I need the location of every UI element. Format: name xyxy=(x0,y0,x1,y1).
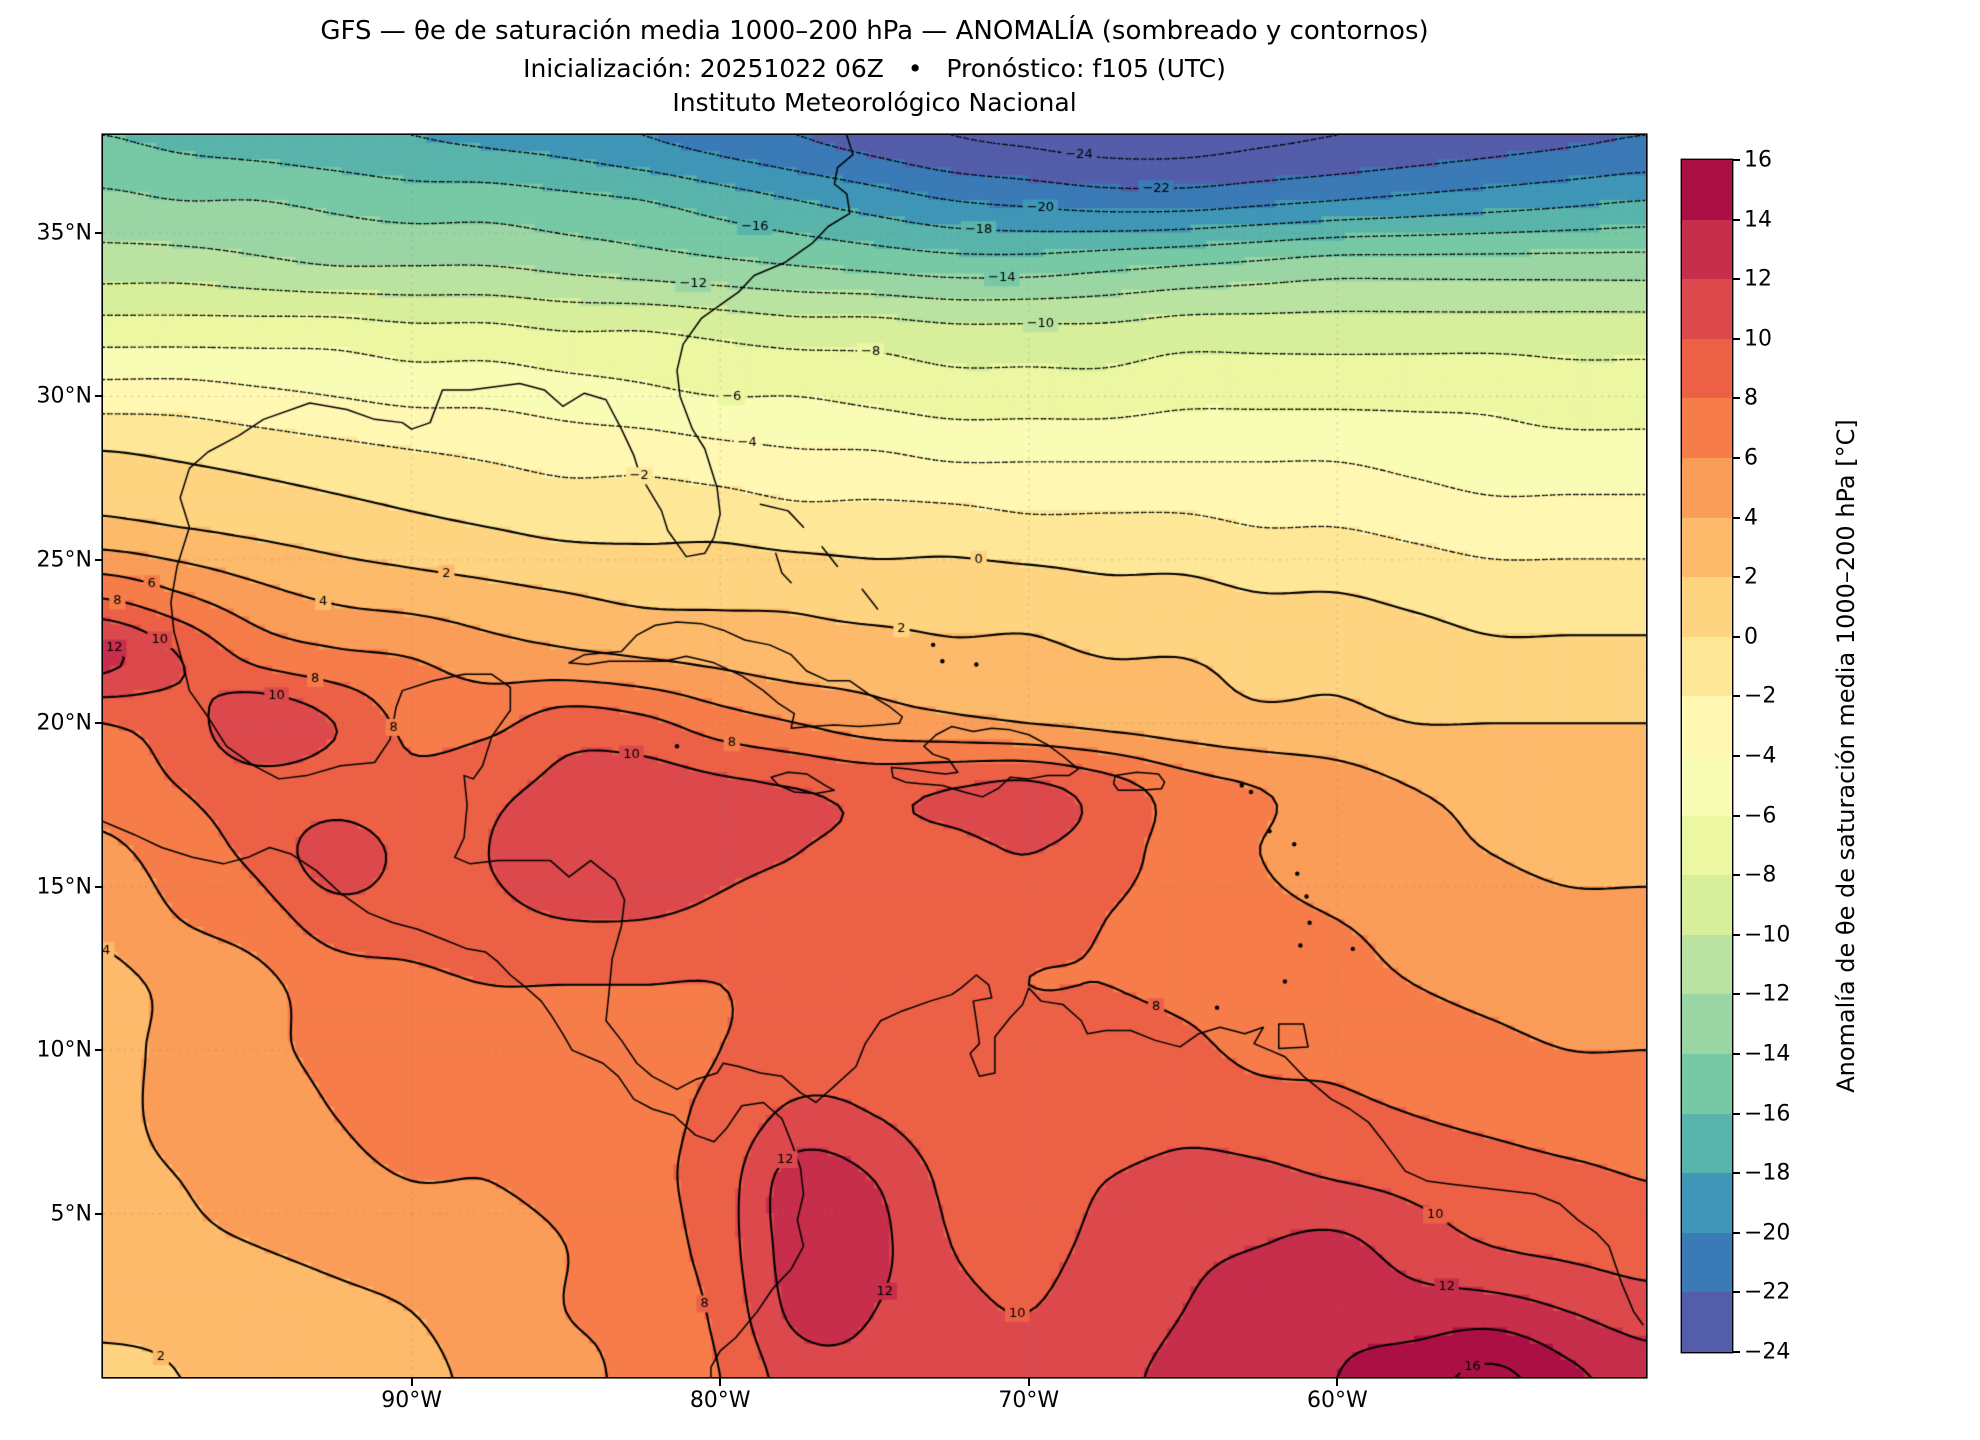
y-axis-tick-mark xyxy=(95,232,103,235)
colorbar-tick-label: −18 xyxy=(1744,1160,1791,1186)
y-axis-tick-label: 10°N xyxy=(36,1037,92,1063)
colorbar-bin xyxy=(1682,1232,1732,1293)
x-axis-tick-label: 90°W xyxy=(381,1388,442,1413)
colorbar-tick-mark xyxy=(1733,695,1740,698)
colorbar-tick-mark xyxy=(1733,874,1740,877)
y-axis-tick-label: 25°N xyxy=(36,547,92,573)
y-axis-tick-mark xyxy=(95,558,103,561)
colorbar-tick-mark xyxy=(1733,397,1740,400)
colorbar-tick-mark xyxy=(1733,1231,1740,1234)
colorbar-bin xyxy=(1682,160,1732,220)
colorbar-bin xyxy=(1682,994,1732,1054)
map-plot-area xyxy=(103,135,1646,1377)
y-axis-tick-label: 30°N xyxy=(36,383,92,409)
y-axis-tick-label: 15°N xyxy=(36,874,92,900)
colorbar-tick-mark xyxy=(1733,516,1740,519)
colorbar-tick-label: −24 xyxy=(1744,1339,1791,1365)
y-axis-tick-mark xyxy=(95,722,103,725)
x-axis-tick-mark xyxy=(1336,1378,1339,1386)
colorbar-bin xyxy=(1682,755,1732,816)
colorbar-label: Anomalía de θe de saturación media 1000–… xyxy=(1832,419,1860,1093)
colorbar-tick-label: 8 xyxy=(1744,385,1758,411)
colorbar-tick-mark xyxy=(1733,159,1740,161)
colorbar-bin xyxy=(1682,1113,1732,1174)
colorbar-bin xyxy=(1682,338,1732,399)
colorbar-bin xyxy=(1682,696,1732,756)
colorbar-bin xyxy=(1682,1053,1732,1114)
colorbar-tick-label: 2 xyxy=(1744,564,1758,590)
x-axis-tick-label: 80°W xyxy=(689,1388,751,1413)
colorbar-tick-mark xyxy=(1733,993,1740,996)
colorbar-tick-label: −8 xyxy=(1744,862,1777,888)
colorbar-tick-label: 16 xyxy=(1744,147,1772,173)
colorbar-tick-mark xyxy=(1733,218,1740,221)
colorbar-tick-label: 10 xyxy=(1744,326,1772,352)
colorbar-tick-label: −12 xyxy=(1744,981,1791,1007)
colorbar-bin xyxy=(1682,934,1732,995)
colorbar-tick-label: −14 xyxy=(1744,1041,1791,1067)
colorbar-tick-label: 6 xyxy=(1744,445,1758,471)
x-axis-tick-mark xyxy=(410,1378,413,1386)
colorbar-tick-label: −6 xyxy=(1744,803,1777,829)
x-axis-tick-mark xyxy=(719,1378,722,1386)
colorbar-bin xyxy=(1682,636,1732,697)
x-axis-tick-label: 60°W xyxy=(1307,1388,1368,1413)
y-axis-tick-label: 35°N xyxy=(36,220,92,246)
colorbar-tick-label: 4 xyxy=(1744,505,1758,531)
y-axis-tick-mark xyxy=(95,1212,103,1215)
colorbar-bin xyxy=(1682,875,1732,935)
colorbar-tick-label: 12 xyxy=(1744,266,1772,292)
colorbar-bin xyxy=(1682,457,1732,518)
colorbar-tick-label: −4 xyxy=(1744,743,1777,769)
colorbar-tick-mark xyxy=(1733,1172,1740,1175)
colorbar-bin xyxy=(1682,517,1732,578)
colorbar-tick-label: −10 xyxy=(1744,922,1791,948)
colorbar-tick-mark xyxy=(1733,337,1740,340)
colorbar-tick-label: −20 xyxy=(1744,1220,1791,1246)
contour-map-canvas xyxy=(103,135,1646,1377)
colorbar-tick-label: −22 xyxy=(1744,1279,1791,1305)
colorbar-swatches xyxy=(1682,160,1732,1352)
colorbar-tick-mark xyxy=(1733,576,1740,579)
colorbar-bin xyxy=(1682,577,1732,637)
colorbar-bin xyxy=(1682,1173,1732,1233)
colorbar-tick-mark xyxy=(1733,635,1740,638)
x-axis-tick-mark xyxy=(1027,1378,1030,1386)
chart-subtitle-init-forecast: Inicialización: 20251022 06Z • Pronóstic… xyxy=(523,54,1226,83)
colorbar xyxy=(1682,160,1732,1352)
x-axis-tick-label: 70°W xyxy=(998,1388,1060,1413)
colorbar-tick-label: −2 xyxy=(1744,683,1777,709)
colorbar-tick-mark xyxy=(1733,933,1740,936)
colorbar-tick-mark xyxy=(1733,1112,1740,1115)
colorbar-tick-mark xyxy=(1733,278,1740,281)
y-axis-tick-mark xyxy=(95,885,103,888)
colorbar-bin xyxy=(1682,815,1732,876)
colorbar-bin xyxy=(1682,279,1732,339)
y-axis-tick-label: 5°N xyxy=(50,1201,92,1227)
chart-institution: Instituto Meteorológico Nacional xyxy=(672,88,1077,117)
colorbar-tick-mark xyxy=(1733,1351,1740,1353)
colorbar-tick-mark xyxy=(1733,814,1740,817)
y-axis-tick-mark xyxy=(95,395,103,398)
colorbar-tick-mark xyxy=(1733,755,1740,757)
colorbar-tick-mark xyxy=(1733,457,1740,459)
chart-title: GFS — θe de saturación media 1000–200 hP… xyxy=(320,16,1429,46)
colorbar-bin xyxy=(1682,1292,1732,1352)
colorbar-tick-mark xyxy=(1733,1053,1740,1055)
y-axis-tick-label: 20°N xyxy=(36,710,92,736)
colorbar-tick-mark xyxy=(1733,1291,1740,1294)
colorbar-bin xyxy=(1682,398,1732,458)
y-axis-tick-mark xyxy=(95,1049,103,1052)
colorbar-bin xyxy=(1682,219,1732,280)
colorbar-tick-label: 0 xyxy=(1744,624,1758,650)
colorbar-tick-label: −16 xyxy=(1744,1101,1791,1127)
colorbar-tick-label: 14 xyxy=(1744,207,1772,233)
